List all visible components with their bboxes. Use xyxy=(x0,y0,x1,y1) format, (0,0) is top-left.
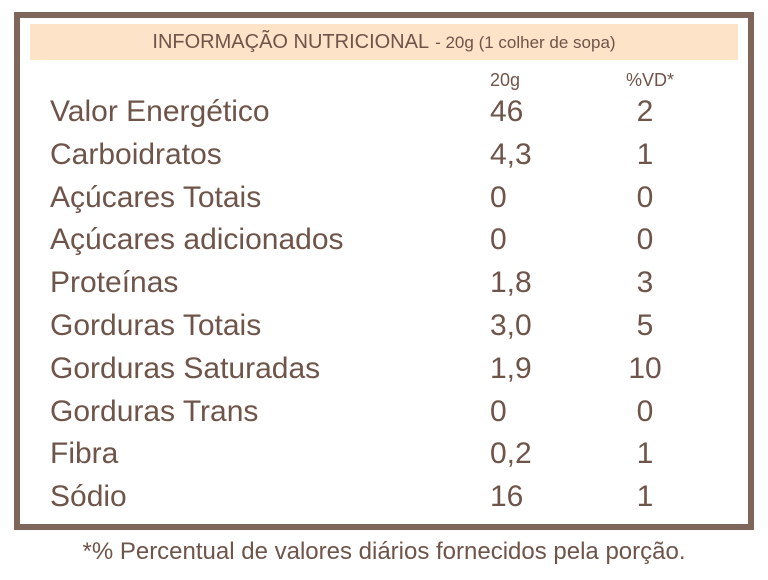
nutrient-label: Proteínas xyxy=(50,266,179,300)
nutrient-dv: 0 xyxy=(636,180,654,214)
header-band: INFORMAÇÃO NUTRICIONAL - 20g (1 colher de… xyxy=(30,24,738,60)
table-row: Proteínas 1,8 3 xyxy=(50,261,730,304)
nutrient-dv: 1 xyxy=(636,437,654,471)
nutrient-label: Valor Energético xyxy=(50,95,270,128)
nutrient-amount: 3,0 xyxy=(490,309,532,342)
nutrient-label: Açúcares adicionados xyxy=(50,223,344,257)
column-header-amount: 20g xyxy=(490,70,521,90)
nutrient-dv: 0 xyxy=(636,394,654,428)
nutrient-dv: 5 xyxy=(636,309,654,342)
nutrient-dv: 0 xyxy=(636,223,654,257)
nutrient-dv: 2 xyxy=(636,95,654,128)
table-row: Fibra 0,2 1 xyxy=(50,432,730,475)
table-row: Sódio 16 1 xyxy=(50,475,730,518)
nutrient-amount: 1,9 xyxy=(490,351,532,385)
nutrient-label: Carboidratos xyxy=(50,137,222,171)
table-row: Gorduras Trans 0 0 xyxy=(50,390,730,433)
nutrient-amount: 16 xyxy=(490,480,524,514)
nutrient-label: Gorduras Saturadas xyxy=(50,351,321,385)
column-header-dv: %VD* xyxy=(626,70,675,90)
nutrient-amount: 0,2 xyxy=(490,437,532,471)
nutrient-label: Sódio xyxy=(50,480,127,514)
nutrient-label: Açúcares Totais xyxy=(50,180,262,214)
footnote: *% Percentual de valores diários forneci… xyxy=(82,538,686,565)
nutrient-label: Gorduras Trans xyxy=(50,394,259,428)
table-row: Açúcares adicionados 0 0 xyxy=(50,218,730,261)
table-row: Gorduras Saturadas 1,9 10 xyxy=(50,347,730,390)
nutrient-dv: 3 xyxy=(636,266,654,300)
table-title: INFORMAÇÃO NUTRICIONAL xyxy=(152,31,430,53)
nutrient-dv: 10 xyxy=(628,351,662,385)
nutrient-dv: 1 xyxy=(636,480,654,514)
nutrient-amount: 4,3 xyxy=(490,137,532,171)
serving-size: - 20g (1 colher de sopa) xyxy=(435,33,616,52)
table-row: Valor Energético 46 2 xyxy=(50,90,730,133)
nutrient-label: Gorduras Totais xyxy=(50,309,262,342)
nutrient-label: Fibra xyxy=(50,437,119,471)
table-row: Gorduras Totais 3,0 5 xyxy=(50,304,730,347)
nutrient-amount: 0 xyxy=(490,180,507,214)
table-row: Açúcares Totais 0 0 xyxy=(50,176,730,219)
nutrition-table: INFORMAÇÃO NUTRICIONAL - 20g (1 colher de… xyxy=(14,12,754,530)
nutrient-dv: 1 xyxy=(636,137,654,171)
table-row: Carboidratos 4,3 1 xyxy=(50,133,730,176)
nutrient-amount: 0 xyxy=(490,223,507,257)
nutrient-amount: 46 xyxy=(490,95,524,128)
nutrient-amount: 1,8 xyxy=(490,266,532,300)
nutrient-amount: 0 xyxy=(490,394,507,428)
